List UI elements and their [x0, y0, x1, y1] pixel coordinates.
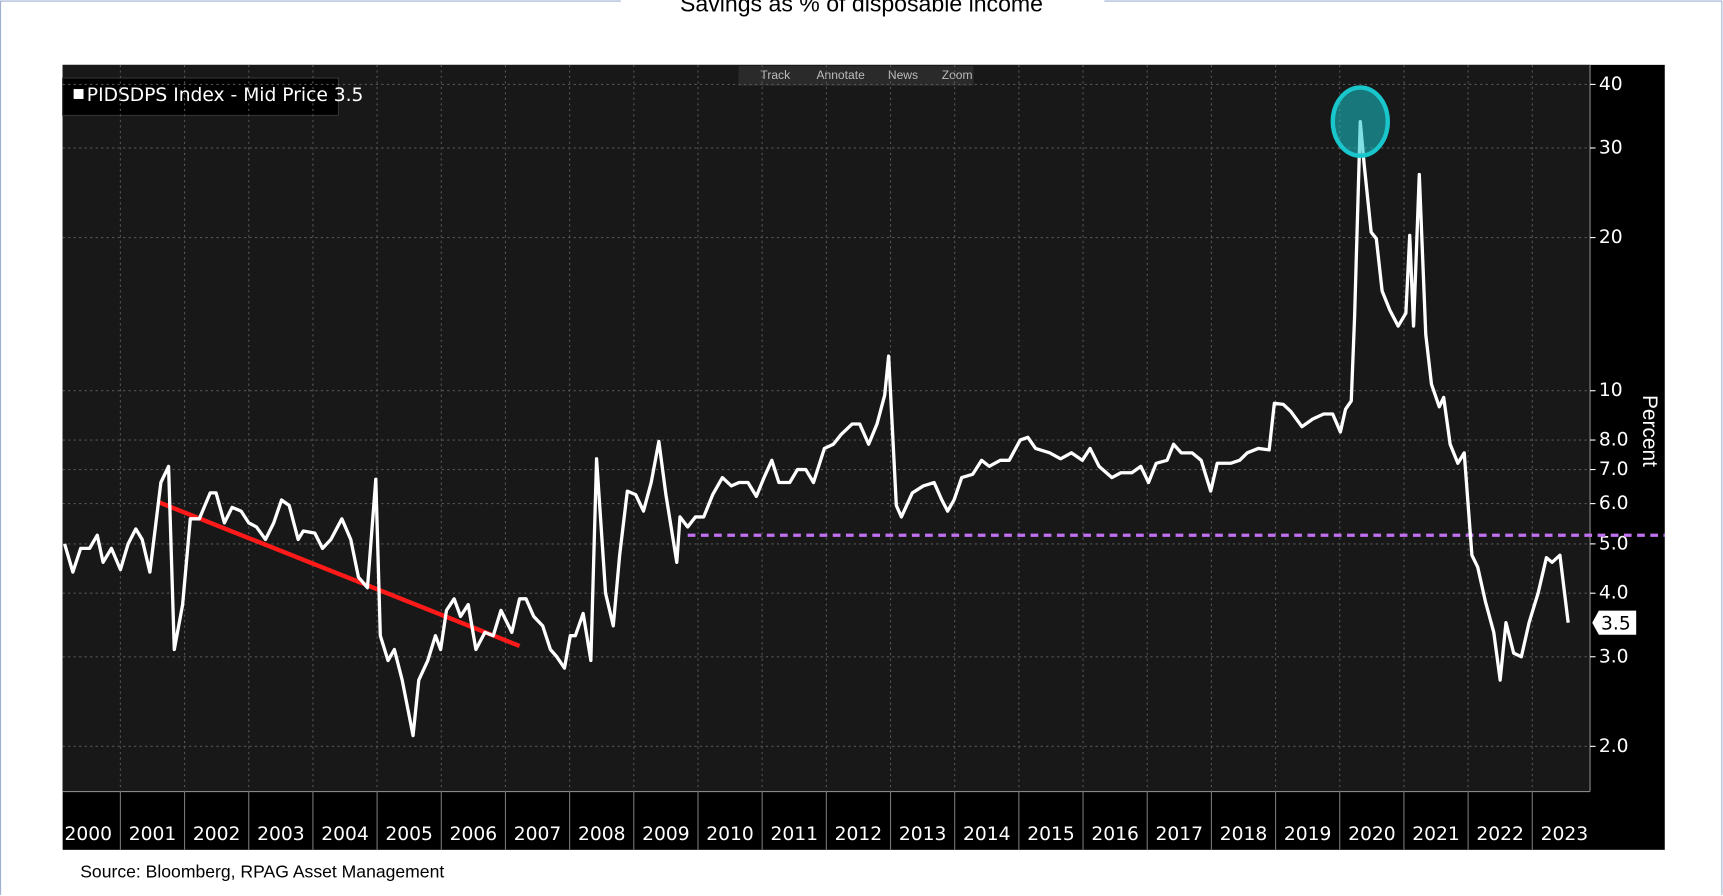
last-value-box — [1592, 610, 1637, 635]
x-tick-label: 2000 — [65, 824, 113, 845]
x-tick-label: 2002 — [193, 824, 241, 845]
highlight-circle — [1330, 85, 1390, 158]
legend-swatch — [73, 89, 84, 99]
x-tick-label: 2011 — [770, 824, 818, 845]
x-tick-label: 2018 — [1220, 824, 1268, 845]
toolbar-button[interactable]: Annotate — [816, 68, 865, 82]
y-tick-label: 5.0 — [1599, 533, 1629, 554]
y-tick-label: 30 — [1599, 137, 1623, 158]
y-tick-label: 7.0 — [1599, 459, 1629, 480]
x-tick-label: 2009 — [642, 824, 690, 845]
x-tick-label: 2003 — [257, 824, 305, 845]
y-tick-label: 8.0 — [1599, 430, 1629, 451]
x-tick-label: 2022 — [1476, 824, 1524, 845]
x-tick-label: 2005 — [385, 824, 433, 845]
y-tick-label: 6.0 — [1599, 493, 1629, 514]
y-tick-label: 20 — [1599, 227, 1623, 248]
x-tick-label: 2008 — [578, 824, 626, 845]
x-tick-label: 2019 — [1284, 824, 1332, 845]
x-tick-label: 2012 — [835, 824, 883, 845]
x-tick-label: 2020 — [1348, 824, 1396, 845]
legend-label: PIDSDPS Index - Mid Price 3.5 — [87, 85, 364, 106]
x-tick-label: 2001 — [129, 824, 177, 845]
x-tick-label: 2004 — [321, 824, 369, 845]
chart-title: Savings as % of disposable income — [680, 0, 1043, 17]
toolbar-button[interactable]: News — [888, 68, 918, 82]
x-tick-label: 2006 — [450, 824, 498, 845]
x-tick-label: 2021 — [1412, 824, 1460, 845]
x-tick-label: 2015 — [1027, 824, 1075, 845]
y-axis-label: Percent — [1638, 395, 1661, 467]
toolbar-button[interactable]: Track — [760, 68, 791, 82]
x-tick-label: 2016 — [1091, 824, 1139, 845]
x-tick-label: 2023 — [1541, 824, 1589, 845]
toolbar-button[interactable]: Zoom — [942, 68, 973, 82]
series-line — [63, 119, 1570, 738]
x-tick-label: 2014 — [963, 824, 1011, 845]
y-tick-label: 2.0 — [1599, 736, 1629, 757]
trend-line — [156, 499, 521, 649]
y-tick-label: 10 — [1599, 380, 1623, 401]
x-tick-label: 2010 — [706, 824, 754, 845]
y-tick-label: 4.0 — [1599, 583, 1629, 604]
toolbar[interactable] — [738, 65, 974, 86]
last-value-label: 3.5 — [1601, 613, 1631, 634]
x-tick-label: 2017 — [1156, 824, 1204, 845]
y-tick-label: 3.0 — [1599, 646, 1629, 667]
x-tick-label: 2013 — [899, 824, 947, 845]
x-tick-label: 2007 — [514, 824, 562, 845]
source: Source: Bloomberg, RPAG Asset Management — [80, 862, 444, 882]
y-tick-label: 40 — [1599, 74, 1623, 95]
